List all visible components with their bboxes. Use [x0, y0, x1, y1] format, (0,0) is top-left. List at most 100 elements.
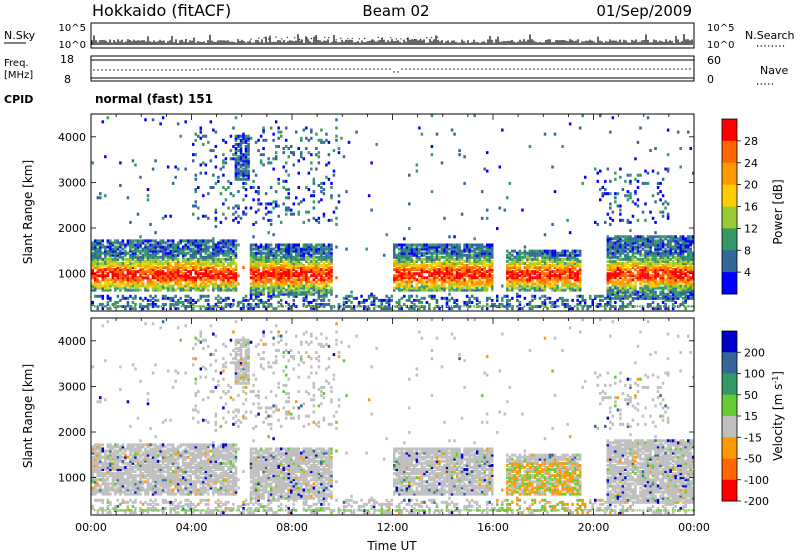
power-cell: [300, 261, 303, 265]
power-cell: [151, 282, 155, 286]
power-cell: [141, 282, 145, 286]
power-cell: [214, 245, 218, 249]
power-cell: [212, 128, 215, 132]
power-cell: [408, 261, 411, 265]
power-cell: [327, 298, 331, 302]
power-cell: [320, 253, 323, 257]
power-cell: [536, 288, 539, 292]
power-cell: [247, 159, 250, 163]
power-cell: [166, 278, 170, 282]
power-cell: [300, 270, 303, 274]
power-cell: [315, 286, 318, 290]
power-cell: [561, 282, 564, 286]
power-cell: [521, 255, 524, 259]
power-cell: [468, 276, 471, 280]
power-cell: [126, 270, 130, 274]
power-cell: [450, 286, 454, 290]
power-cell: [257, 270, 260, 274]
power-cell: [300, 290, 303, 294]
power-cell: [166, 276, 170, 280]
power-cell: [445, 280, 449, 284]
power-cell: [621, 261, 625, 265]
power-cell: [490, 302, 494, 306]
power-cell: [420, 282, 424, 286]
power-cell: [357, 302, 361, 306]
power-cell: [553, 249, 557, 253]
power-cell: [571, 276, 574, 280]
power-cell: [194, 270, 198, 274]
power-cell: [418, 247, 421, 251]
power-cell: [435, 300, 439, 304]
power-cell: [126, 239, 130, 243]
power-cell: [606, 296, 610, 300]
power-cell: [508, 251, 512, 255]
power-cell: [415, 163, 419, 167]
power-cell: [109, 298, 112, 302]
power-cell: [448, 268, 451, 272]
power-cell: [209, 276, 213, 280]
power-cell: [568, 288, 572, 292]
power-cell: [488, 245, 491, 249]
power-cell: [561, 263, 564, 267]
power-cell: [194, 241, 198, 245]
power-cell: [327, 288, 331, 292]
power-cell: [458, 243, 461, 247]
power-cell: [611, 245, 615, 249]
power-cell: [219, 249, 223, 253]
power-cell: [508, 276, 512, 280]
power-cell: [192, 153, 195, 157]
power-cell: [609, 272, 612, 276]
power-cell: [543, 272, 547, 276]
power-cell: [327, 268, 331, 272]
power-cell: [154, 247, 157, 251]
power-cell: [445, 259, 449, 263]
power-cell: [310, 255, 313, 259]
power-cell: [141, 268, 145, 272]
power-cell: [264, 261, 268, 265]
power-cell: [279, 249, 283, 253]
power-cell: [619, 284, 622, 288]
power-cell: [611, 292, 615, 296]
power-cell: [274, 282, 278, 286]
power-cell: [521, 208, 524, 212]
power-cell: [164, 251, 167, 255]
power-cell: [161, 307, 165, 311]
power-cell: [420, 268, 424, 272]
power-cell: [207, 276, 210, 280]
power-cell: [626, 266, 630, 270]
power-cell: [229, 276, 233, 280]
power-cell: [453, 261, 456, 265]
power-cell: [224, 239, 228, 243]
power-cell: [322, 249, 326, 253]
power-cell: [169, 243, 172, 247]
power-cell: [214, 208, 218, 212]
power-cell: [111, 253, 115, 257]
power-cell: [518, 282, 522, 286]
power-cell: [506, 268, 509, 272]
power-cell: [453, 251, 456, 255]
power-cell: [109, 253, 112, 257]
power-cell: [242, 173, 245, 177]
power-cell: [99, 270, 102, 274]
power-cell: [320, 270, 323, 274]
power-cell: [322, 296, 326, 300]
power-cell: [242, 186, 245, 190]
power-cell: [606, 300, 610, 304]
power-cell: [382, 253, 386, 257]
power-cell: [176, 263, 180, 267]
power-cell: [126, 300, 130, 304]
power-cell: [199, 249, 203, 253]
power-cell: [109, 266, 112, 270]
power-cell: [460, 261, 464, 265]
power-cell: [445, 261, 449, 265]
power-cell: [488, 266, 491, 270]
power-cell: [511, 307, 514, 311]
power-cell: [616, 192, 620, 196]
power-cell: [116, 259, 120, 263]
power-cell: [400, 251, 404, 255]
power-cell: [433, 296, 436, 300]
power-cell: [249, 259, 253, 263]
power-cell: [239, 155, 243, 159]
power-cell: [269, 280, 273, 284]
